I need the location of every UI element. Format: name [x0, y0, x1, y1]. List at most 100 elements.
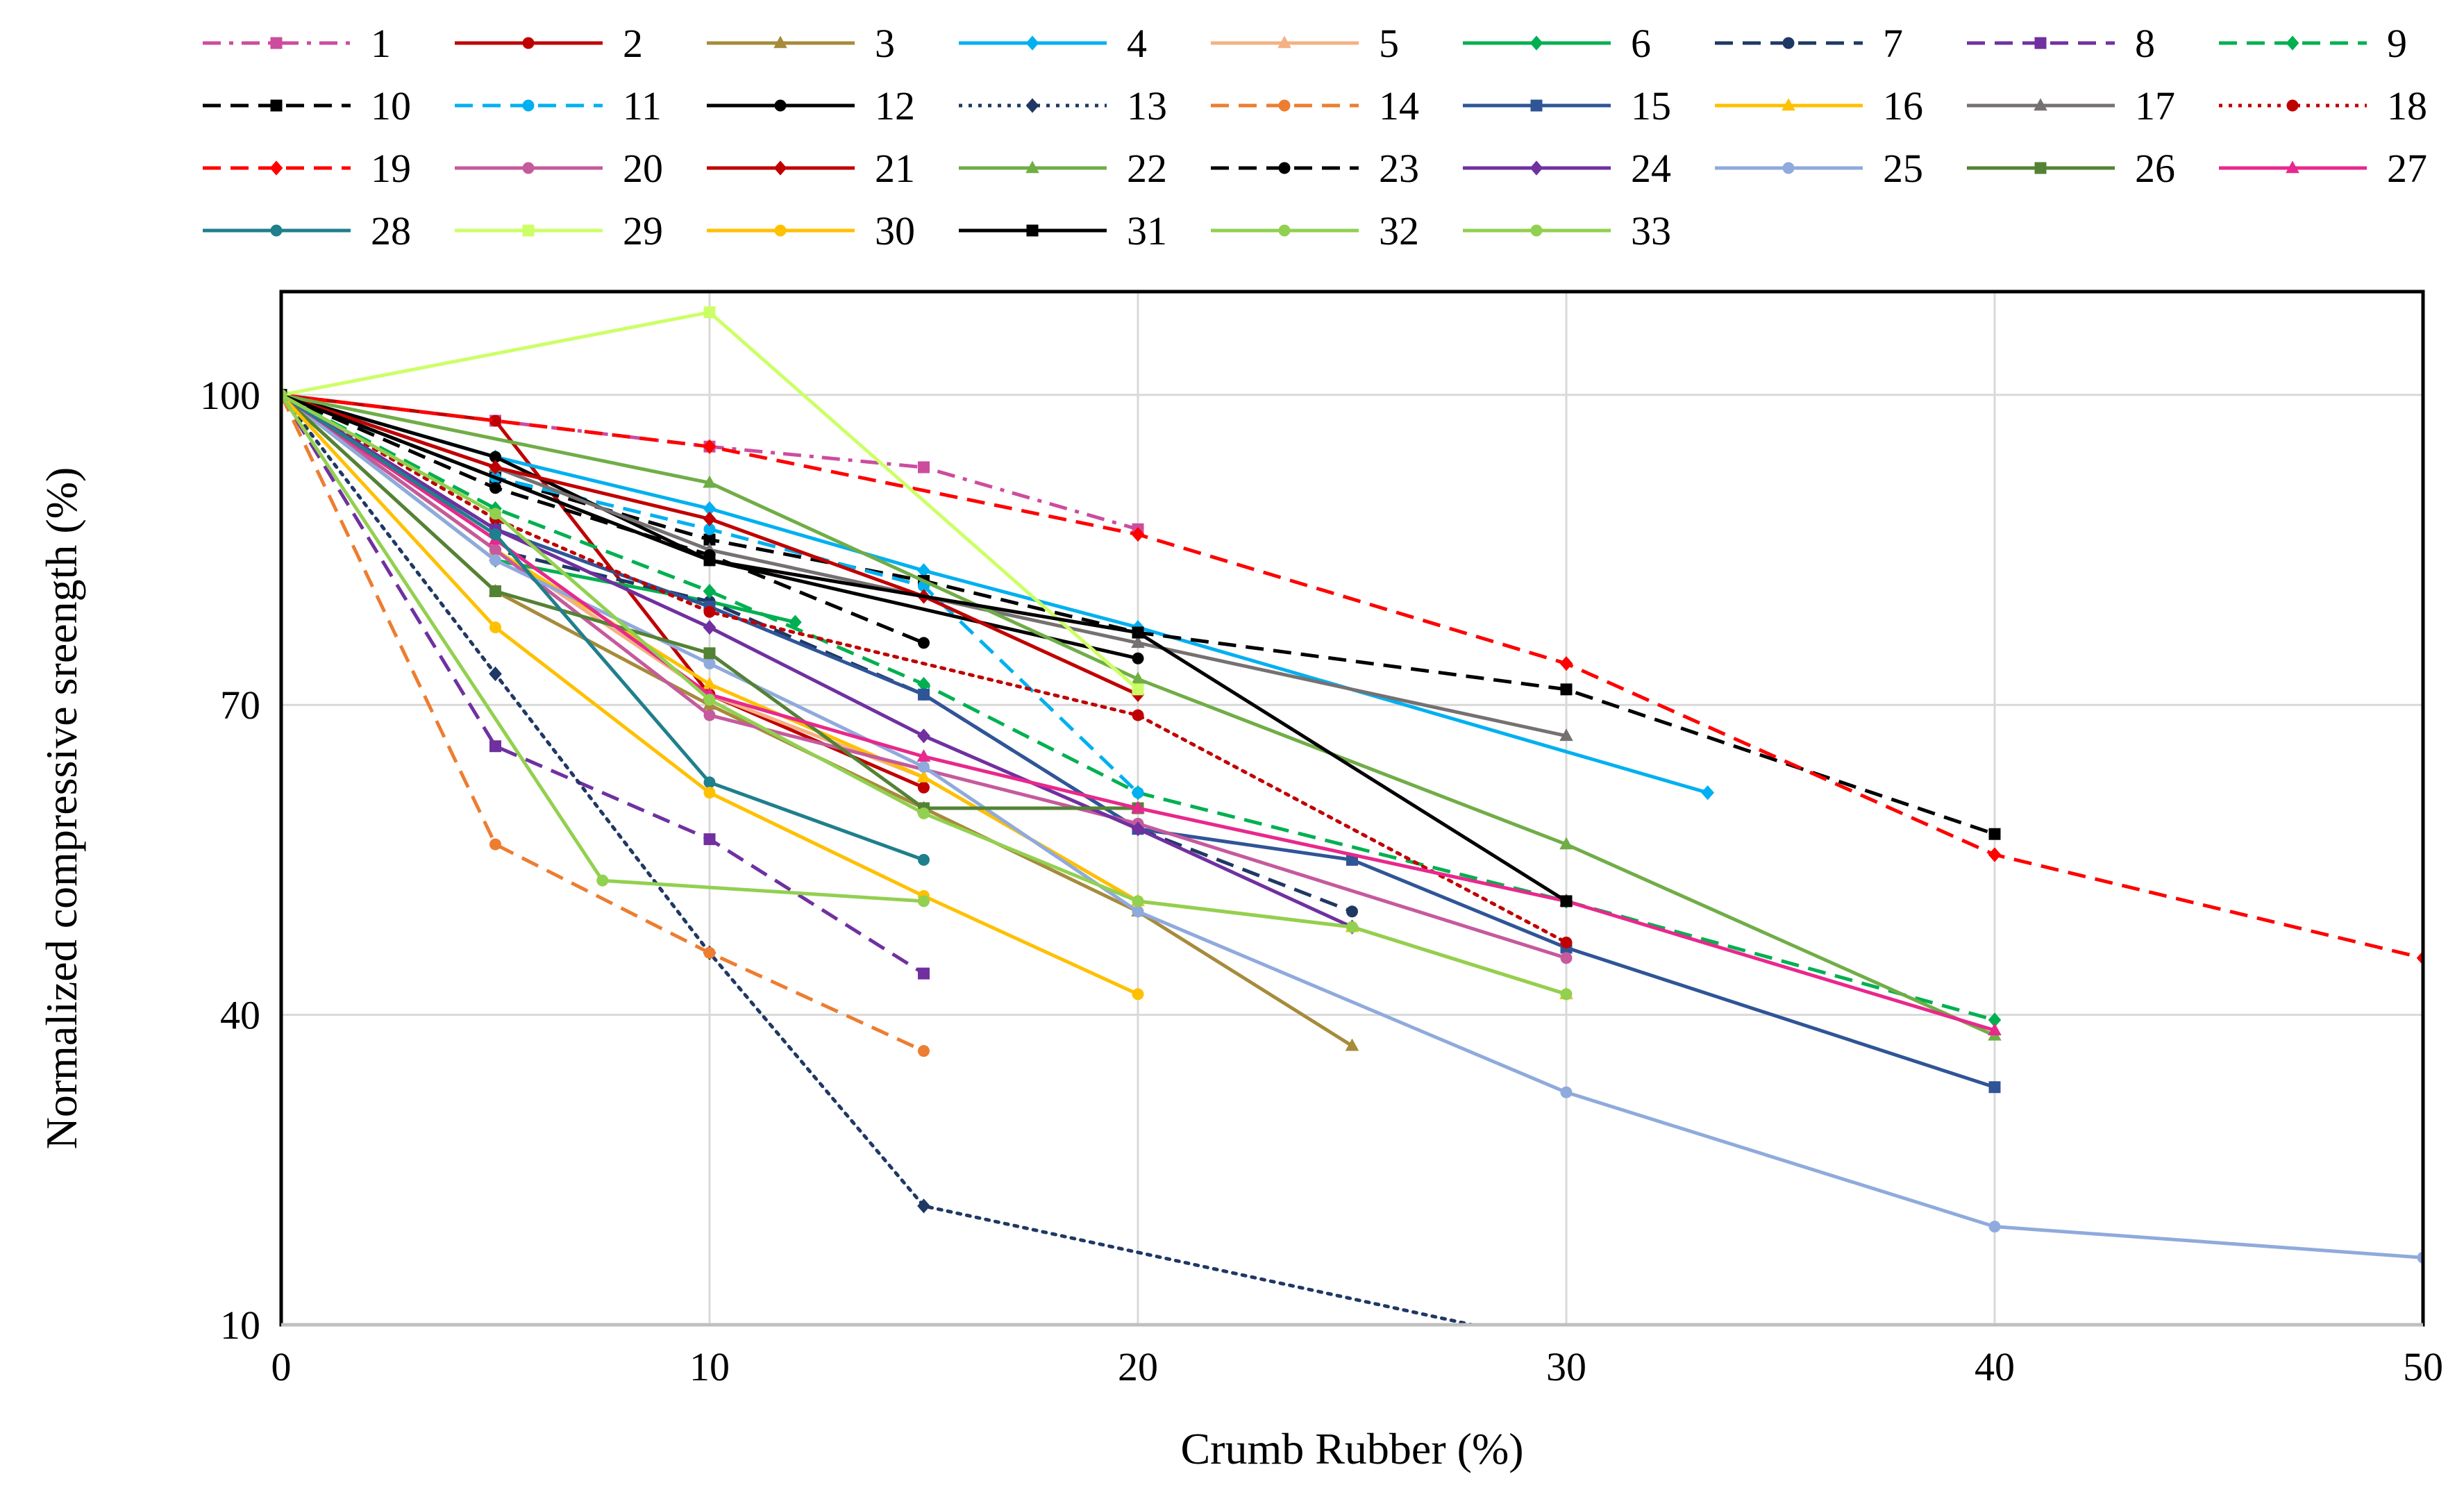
- legend-label-31: 31: [1127, 208, 1167, 253]
- data-point-30: [703, 787, 716, 799]
- data-point-32: [1346, 921, 1358, 933]
- data-point-32: [1132, 895, 1144, 907]
- y-tick-label: 70: [220, 683, 260, 728]
- legend-label-3: 3: [875, 21, 895, 66]
- legend-label-28: 28: [371, 208, 411, 253]
- legend-item-10: 10: [203, 83, 411, 128]
- x-tick-label: 20: [1118, 1344, 1158, 1389]
- legend-item-29: 29: [455, 208, 663, 253]
- legend-label-21: 21: [875, 146, 915, 191]
- legend-marker-13: [1025, 98, 1039, 113]
- legend-marker-8: [2034, 37, 2047, 49]
- legend-item-28: 28: [203, 208, 411, 253]
- data-point-23: [918, 637, 930, 649]
- data-point-19: [1131, 527, 1145, 542]
- data-point-25: [703, 658, 716, 670]
- legend-label-26: 26: [2135, 146, 2175, 191]
- data-point-19: [703, 439, 716, 454]
- legend-item-18: 18: [2219, 83, 2427, 128]
- data-point-30: [489, 621, 501, 634]
- series-18: [281, 389, 1573, 948]
- data-point-18: [703, 605, 716, 618]
- data-point-27: [916, 748, 931, 762]
- data-point-14: [703, 946, 716, 959]
- data-point-27: [1131, 801, 1145, 814]
- legend-marker-25: [1782, 162, 1795, 174]
- legend-label-14: 14: [1379, 83, 1419, 128]
- data-point-25: [918, 760, 930, 773]
- data-point-25: [1560, 1086, 1573, 1098]
- y-tick-label: 100: [200, 373, 260, 418]
- legend-marker-31: [1026, 224, 1039, 237]
- data-point-25: [1132, 905, 1144, 918]
- data-point-33: [918, 895, 930, 907]
- data-point-27: [1988, 1023, 2002, 1036]
- x-tick-label: 10: [689, 1344, 730, 1389]
- legend-item-20: 20: [455, 146, 663, 191]
- legend-label-4: 4: [1127, 21, 1147, 66]
- legend-marker-22: [1025, 160, 1039, 174]
- data-point-24: [917, 728, 930, 744]
- data-point-15: [918, 688, 930, 701]
- data-point-29: [703, 306, 716, 319]
- legend-label-18: 18: [2387, 83, 2427, 128]
- data-point-32: [918, 807, 930, 819]
- legend-item-16: 16: [1715, 83, 1923, 128]
- data-point-30: [1132, 988, 1144, 1001]
- data-point-22: [703, 475, 716, 488]
- legend-item-9: 9: [2219, 21, 2407, 66]
- legend-marker-26: [2034, 162, 2047, 174]
- series-line-19: [281, 393, 2423, 960]
- data-point-8: [489, 740, 501, 753]
- legend-marker-6: [1529, 35, 1543, 51]
- data-point-20: [1560, 952, 1573, 964]
- series-line-15: [281, 393, 1995, 1089]
- legend-label-5: 5: [1379, 21, 1399, 66]
- legend-marker-28: [270, 224, 283, 237]
- data-point-21: [489, 460, 502, 475]
- x-tick-label: 50: [2403, 1344, 2443, 1389]
- x-axis-title: Crumb Rubber (%): [1180, 1424, 1523, 1473]
- legend-marker-1: [270, 37, 283, 49]
- legend-label-22: 22: [1127, 146, 1167, 191]
- legend-marker-30: [774, 224, 787, 237]
- data-point-25: [1988, 1221, 2001, 1233]
- series-32: [281, 389, 1573, 1001]
- legend-marker-2: [522, 37, 535, 49]
- legend-item-5: 5: [1211, 21, 1399, 66]
- series-line-7: [281, 393, 1353, 914]
- legend-marker-4: [1025, 35, 1039, 51]
- data-point-4: [917, 563, 930, 578]
- data-point-28: [703, 776, 716, 789]
- data-point-3: [1345, 1038, 1359, 1051]
- data-point-22: [1559, 837, 1573, 850]
- series-line-14: [281, 394, 925, 1053]
- legend-item-32: 32: [1211, 208, 1419, 253]
- legend-marker-10: [270, 99, 283, 112]
- legend-item-31: 31: [959, 208, 1167, 253]
- legend-label-6: 6: [1631, 21, 1651, 66]
- data-point-32: [703, 694, 716, 706]
- legend-label-20: 20: [623, 146, 663, 191]
- legend-marker-3: [773, 35, 787, 49]
- data-point-7: [1346, 905, 1358, 918]
- x-tick-label: 40: [1975, 1344, 2015, 1389]
- legend-item-25: 25: [1715, 146, 1923, 191]
- legend-label-27: 27: [2387, 146, 2427, 191]
- legend-item-23: 23: [1211, 146, 1419, 191]
- x-tick-label: 0: [271, 1344, 292, 1389]
- legend-label-2: 2: [623, 21, 643, 66]
- data-point-2: [918, 781, 930, 794]
- legend-label-33: 33: [1631, 208, 1671, 253]
- legend-item-7: 7: [1715, 21, 1903, 66]
- data-point-32: [1560, 988, 1573, 1001]
- legend-label-24: 24: [1631, 146, 1671, 191]
- legend-marker-15: [1530, 99, 1543, 112]
- legend-marker-5: [1277, 35, 1291, 49]
- legend-item-1: 1: [203, 21, 391, 66]
- legend-item-15: 15: [1463, 83, 1671, 128]
- data-point-20: [703, 709, 716, 721]
- legend-marker-21: [773, 160, 787, 176]
- series-line-23: [281, 393, 925, 645]
